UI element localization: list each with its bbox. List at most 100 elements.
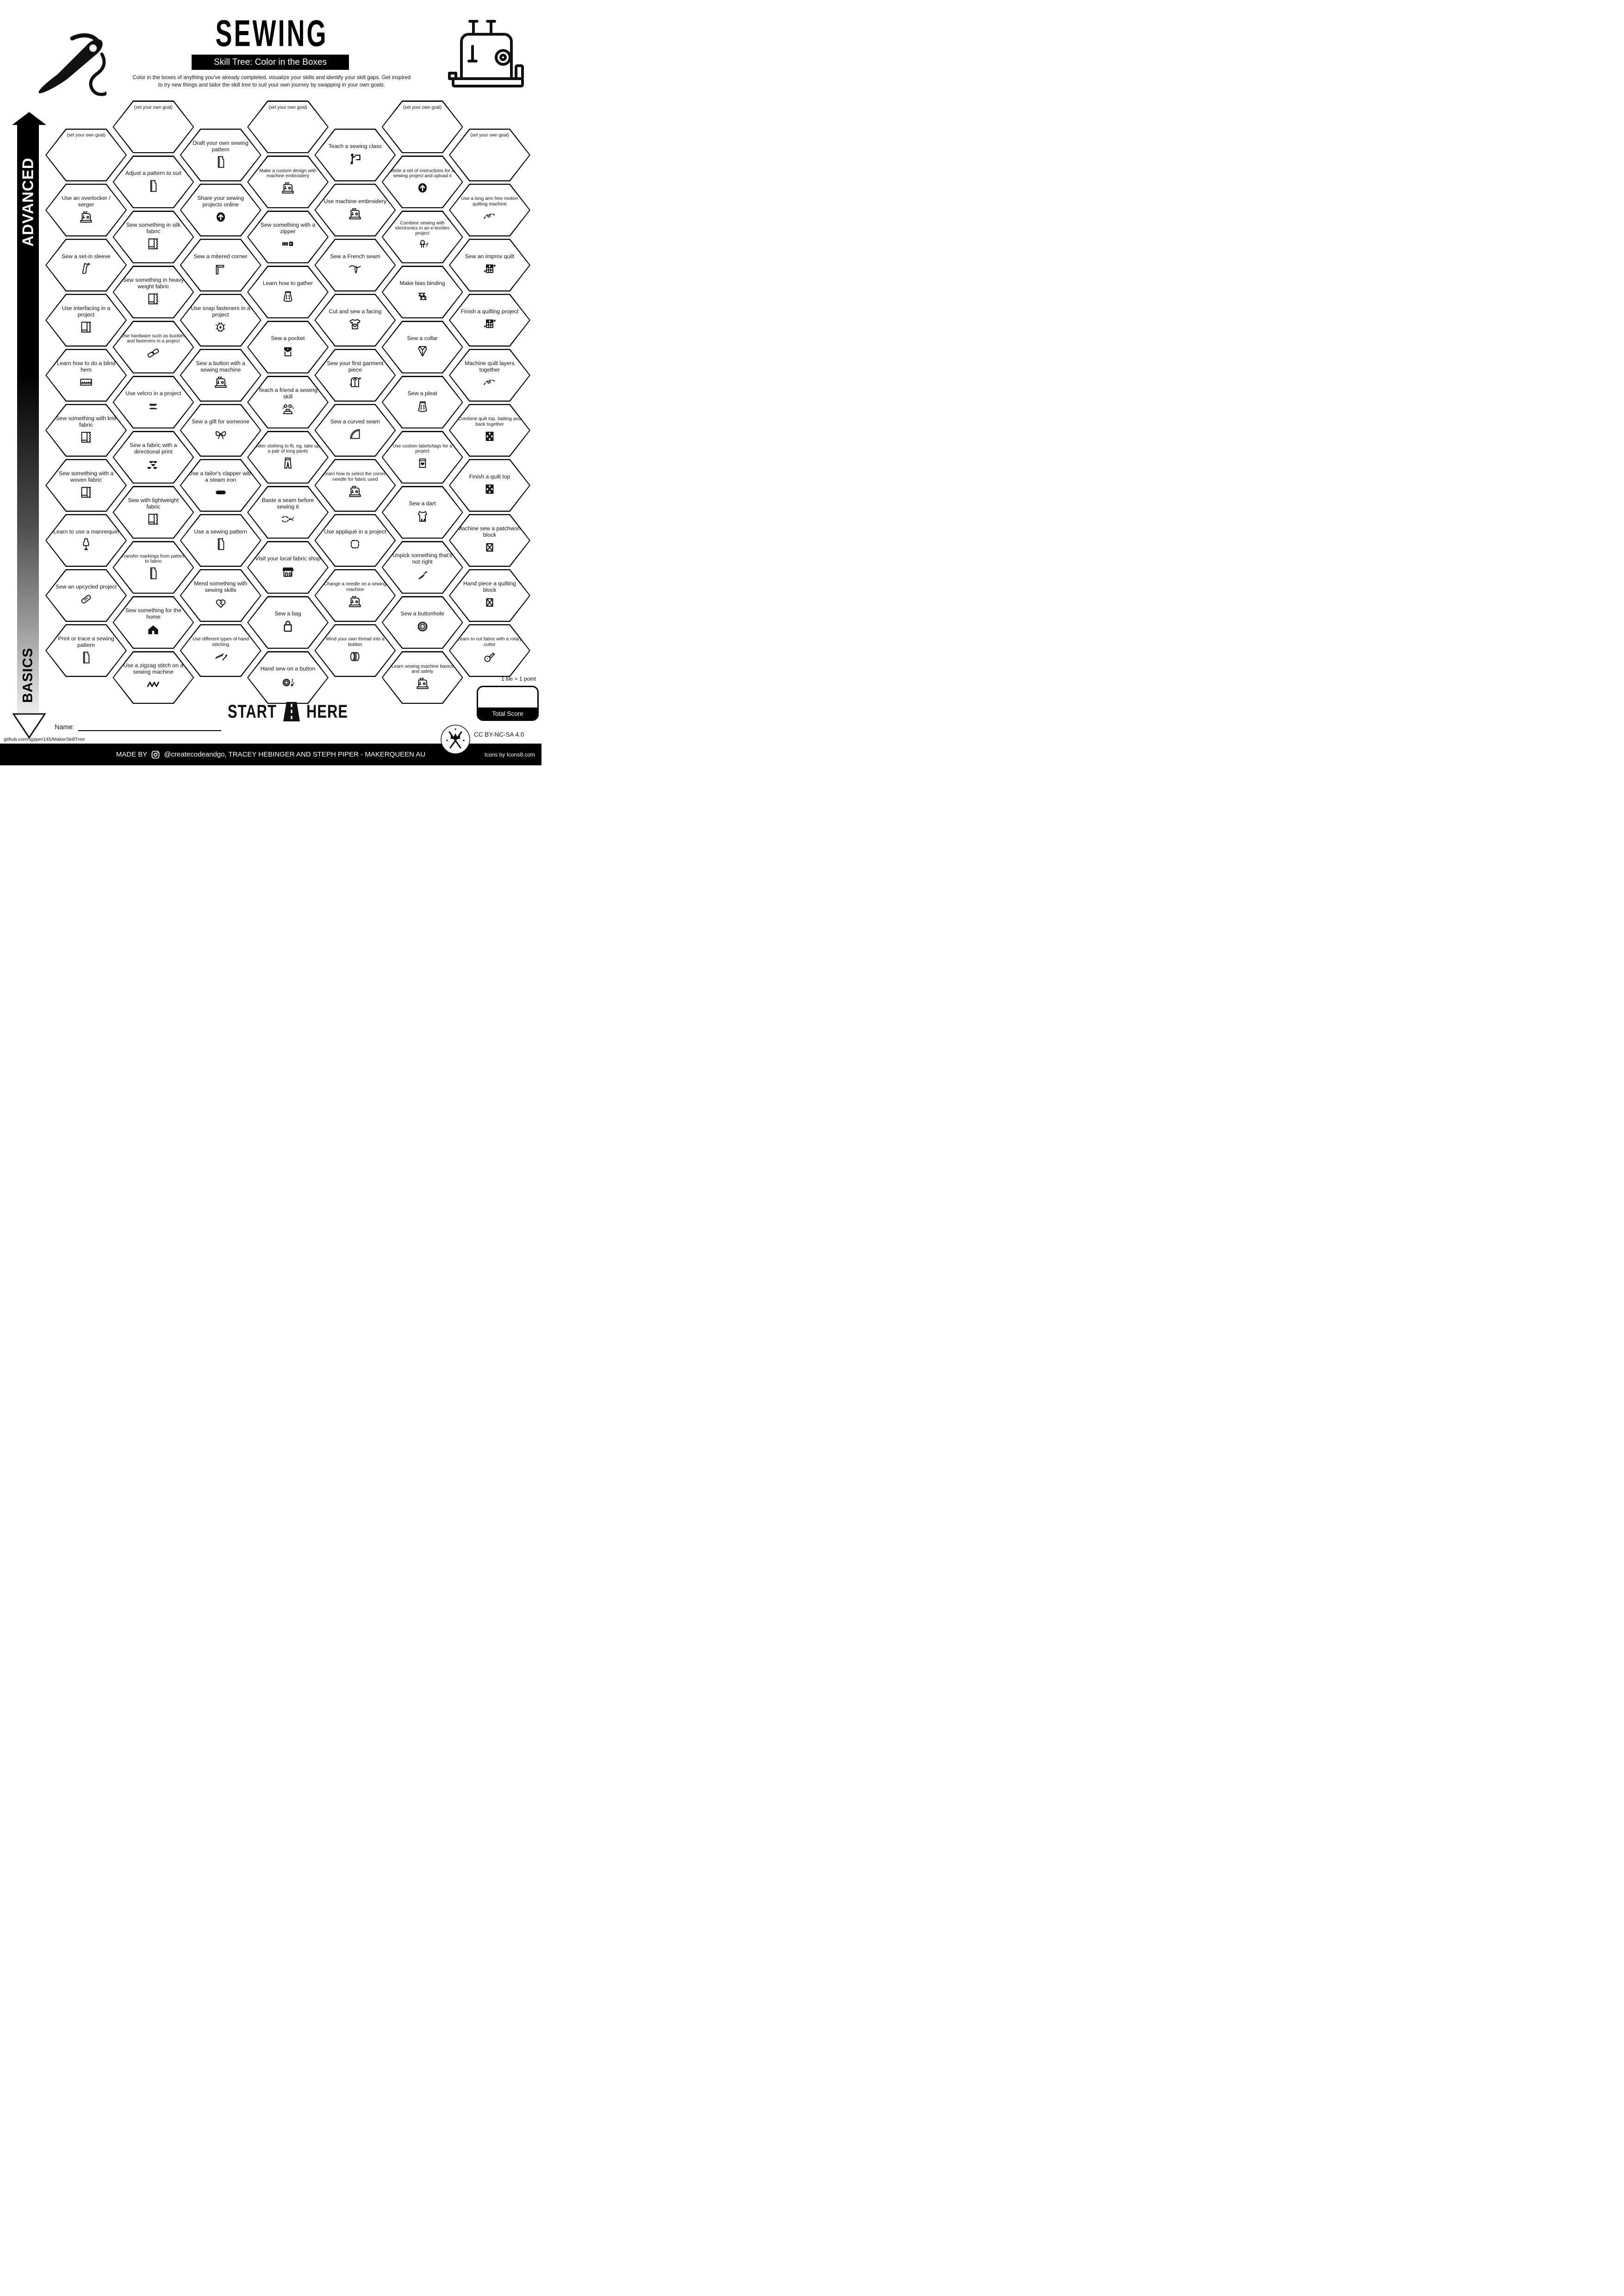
skill-hexagon[interactable]: Learn sewing machine basics and safety bbox=[381, 651, 463, 704]
name-field: Name: bbox=[55, 724, 221, 731]
skill-hexagon[interactable]: Alter clothing to fit, eg. take up a pai… bbox=[247, 431, 329, 484]
zipper-icon bbox=[280, 236, 296, 252]
skill-hexagon[interactable]: Draft your own sewing pattern bbox=[180, 129, 261, 181]
skill-level-gradient-arrow bbox=[17, 124, 39, 714]
skill-hexagon[interactable]: Sew an upcycled project bbox=[45, 569, 127, 622]
hexagon-inner: Use appliqué in a project bbox=[315, 515, 395, 566]
skill-hexagon[interactable]: Use machine embroidery bbox=[314, 184, 396, 236]
skill-hexagon[interactable]: Sew a pleat bbox=[381, 376, 463, 429]
skill-hexagon[interactable]: Use snap fasteners in a project bbox=[180, 294, 261, 347]
icons8-credit[interactable]: Icons by Icons8.com bbox=[484, 751, 535, 758]
skill-hexagon[interactable]: Machine sew a patchwork block bbox=[448, 514, 530, 567]
skill-hexagon[interactable]: Use interfacing in a project bbox=[45, 294, 127, 347]
bias-binding-icon bbox=[415, 288, 430, 304]
skill-hexagon[interactable]: Sew a bag bbox=[247, 596, 329, 649]
skill-hexagon[interactable]: Sew a collar bbox=[381, 321, 463, 374]
skill-hexagon[interactable]: Sew a set-in sleeve bbox=[45, 239, 127, 292]
skill-hexagon[interactable]: Sew a fabric with a directional print bbox=[112, 431, 194, 484]
name-input-line[interactable] bbox=[78, 724, 221, 731]
skill-hexagon[interactable]: Make bias binding bbox=[381, 266, 463, 319]
skill-hexagon[interactable]: Visit your local fabric shop bbox=[247, 541, 329, 594]
skill-hexagon[interactable]: Use a tailor's clapper with a steam iron bbox=[180, 459, 261, 512]
skill-hexagon[interactable]: Change a needle on a sewing machine bbox=[314, 569, 396, 622]
skill-hexagon[interactable]: Sew something with knit fabric bbox=[45, 404, 127, 457]
skill-hexagon[interactable]: Combine quilt top, batting and back toge… bbox=[448, 404, 530, 457]
skill-hexagon[interactable]: Sew something for the home bbox=[112, 596, 194, 649]
skill-hexagon-custom-goal[interactable]: (set your own goal) bbox=[247, 100, 329, 154]
silk-fabric-icon bbox=[145, 236, 161, 252]
skill-hexagon[interactable]: Sew a curved seam bbox=[314, 404, 396, 457]
hexagon-inner: Sew a mitered corner bbox=[181, 240, 261, 291]
skill-hexagon[interactable]: Transfer markings from pattern to fabric bbox=[112, 541, 194, 594]
skill-hexagon[interactable]: Finish a quilt top bbox=[448, 459, 530, 512]
skill-hexagon[interactable]: Sew something in heavy weight fabric bbox=[112, 266, 194, 319]
skill-label: Use an overlocker / serger bbox=[62, 195, 111, 208]
page-subtitle: Skill Tree: Color in the Boxes bbox=[192, 55, 349, 70]
hexagon-inner: Learn how to gather bbox=[248, 267, 328, 317]
skill-hexagon[interactable]: Write a set of instructions for a sewing… bbox=[381, 155, 463, 209]
skill-hexagon[interactable]: Machine quilt layers together bbox=[448, 349, 530, 402]
skill-hexagon[interactable]: Sew a mitered corner bbox=[180, 239, 261, 292]
skill-hexagon[interactable]: Unpick something that's not right bbox=[381, 541, 463, 594]
skill-hexagon[interactable]: Use custom labels/tags for a project bbox=[381, 431, 463, 484]
skill-hexagon[interactable]: Use a sewing pattern bbox=[180, 514, 261, 567]
knit-fabric-icon bbox=[78, 429, 94, 445]
skill-hexagon-custom-goal[interactable]: (set your own goal) bbox=[45, 129, 127, 181]
skill-hexagon-custom-goal[interactable]: (set your own goal) bbox=[112, 100, 194, 154]
skill-hexagon[interactable]: Sew a French seam bbox=[314, 239, 396, 292]
skill-label: Use machine embroidery bbox=[324, 198, 387, 205]
skill-hexagon-custom-goal[interactable]: (set your own goal) bbox=[381, 100, 463, 154]
skill-label: Combine sewing with electronics in an e-… bbox=[395, 220, 450, 236]
skill-hexagon[interactable]: Wind your own thread into a bobbin bbox=[314, 624, 396, 677]
skill-hexagon[interactable]: Sew a dart bbox=[381, 486, 463, 539]
skill-hexagon[interactable]: Learn to cut fabric with a rotary cutter bbox=[448, 624, 530, 677]
skill-hexagon[interactable]: Learn to use a mannequin bbox=[45, 514, 127, 567]
skill-hexagon[interactable]: Sew with lightweight fabric bbox=[112, 486, 194, 539]
road-icon bbox=[282, 701, 301, 722]
skill-hexagon[interactable]: Mend something with sewing skills bbox=[180, 569, 261, 622]
skill-hexagon[interactable]: Use an overlocker / serger bbox=[45, 184, 127, 236]
skill-hexagon[interactable]: Sew your first garment piece bbox=[314, 349, 396, 402]
skill-hexagon[interactable]: Make a custom design with machine embroi… bbox=[247, 155, 329, 209]
skill-hexagon[interactable]: Baste a seam before sewing it bbox=[247, 486, 329, 539]
skill-hexagon[interactable]: Sew something in silk fabric bbox=[112, 211, 194, 264]
skill-hexagon[interactable]: Use appliqué in a project bbox=[314, 514, 396, 567]
skill-hexagon[interactable]: Finish a quilting project bbox=[448, 294, 530, 347]
skill-hexagon[interactable]: Use a long arm free motion quilting mach… bbox=[448, 184, 530, 236]
skill-hexagon[interactable]: Use hardware such as buckles and fastene… bbox=[112, 321, 194, 374]
skill-hexagon[interactable]: Adjust a pattern to suit bbox=[112, 155, 194, 209]
skill-hexagon[interactable]: Learn how to select the correct needle f… bbox=[314, 459, 396, 512]
score-write-in-area[interactable] bbox=[478, 687, 537, 707]
skill-hexagon[interactable]: Sew a button with a sewing machine bbox=[180, 349, 261, 402]
skill-hexagon[interactable]: Combine sewing with electronics in an e-… bbox=[381, 211, 463, 264]
hexagon-inner: Visit your local fabric shop bbox=[248, 542, 328, 593]
skill-hexagon[interactable]: Teach a friend a sewing skill bbox=[247, 376, 329, 429]
skill-label: Adjust a pattern to suit bbox=[125, 170, 181, 177]
skill-hexagon-custom-goal[interactable]: (set your own goal) bbox=[448, 129, 530, 181]
skill-hexagon[interactable]: Cut and sew a facing bbox=[314, 294, 396, 347]
skill-label: Sew something in heavy weight fabric bbox=[123, 277, 184, 290]
skill-hexagon[interactable]: Learn how to do a blind hem bbox=[45, 349, 127, 402]
skill-hexagon[interactable]: Sew something with a woven fabric bbox=[45, 459, 127, 512]
skill-hexagon[interactable]: Use different types of hand stitching bbox=[180, 624, 261, 677]
skill-hexagon[interactable]: Sew something with a zipper bbox=[247, 211, 329, 264]
skill-hexagon[interactable]: Sew an improv quilt bbox=[448, 239, 530, 292]
skill-hexagon[interactable]: Use a zigzag stitch on a sewing machine bbox=[112, 651, 194, 704]
skill-label: Unpick something that's not right bbox=[392, 552, 453, 565]
skill-hexagon[interactable]: Sew a buttonhole bbox=[381, 596, 463, 649]
heavyweight-fabric-icon bbox=[145, 291, 161, 307]
skill-hexagon[interactable]: Print or trace a sewing pattern bbox=[45, 624, 127, 677]
button-icon bbox=[415, 619, 430, 634]
skill-hexagon[interactable]: Teach a sewing class bbox=[314, 129, 396, 181]
skill-hexagon[interactable]: Hand piece a quilting block bbox=[448, 569, 530, 622]
skill-hexagon[interactable]: Share your sewing projects online bbox=[180, 184, 261, 236]
hexagon-inner: Use interfacing in a project bbox=[46, 295, 126, 346]
skill-hexagon[interactable]: Hand sew on a button bbox=[247, 651, 329, 704]
hexagon-inner: Sew with lightweight fabric bbox=[113, 487, 193, 538]
repo-link[interactable]: github.com/sjpiper145/MakerSkillTree bbox=[4, 737, 85, 742]
skill-hexagon[interactable]: Use velcro in a project bbox=[112, 376, 194, 429]
skill-hexagon[interactable]: Sew a gift for someone bbox=[180, 404, 261, 457]
skill-hexagon[interactable]: Learn how to gather bbox=[247, 266, 329, 319]
skill-hexagon[interactable]: Sew a pocket bbox=[247, 321, 329, 374]
hexagon-inner: Machine quilt layers together bbox=[450, 350, 529, 401]
